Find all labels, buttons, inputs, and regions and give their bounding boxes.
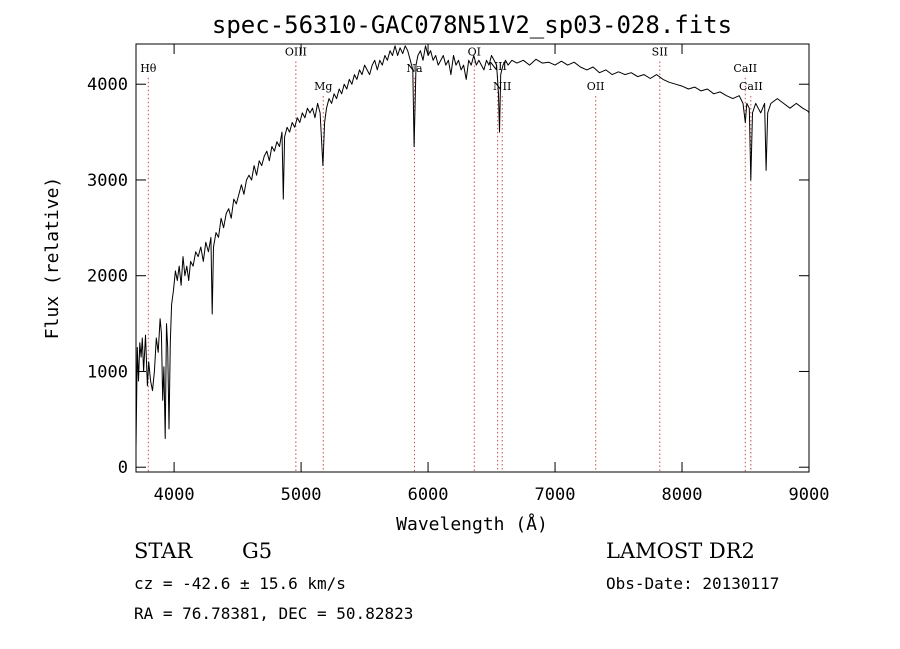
spectral-line-label: Mg [314, 80, 332, 93]
spectral-line-label: Na [406, 62, 423, 75]
obs-date: Obs-Date: 20130117 [606, 574, 780, 593]
x-tick-label: 4000 [154, 485, 195, 505]
survey-name: LAMOST DR2 [606, 539, 755, 563]
spectral-line-label: CaII [733, 62, 757, 75]
y-tick-label: 3000 [87, 171, 128, 191]
x-tick-label: 5000 [281, 485, 322, 505]
redshift-text: cz = -42.6 ± 15.6 km/s [134, 574, 346, 593]
ra-dec-text: RA = 76.78381, DEC = 50.82823 [134, 604, 414, 623]
spectral-lines-layer: Hθ OIII Mg Na OI NII NII OII SII CaII CaII [140, 45, 763, 472]
axis-ticks-layer: 4000 5000 6000 7000 8000 9000 0 1000 2000 3000 400… [87, 44, 829, 505]
spectral-line-label: CaII [739, 80, 763, 93]
chart-title: spec-56310-GAC078N51V2_sp03-028.fits [212, 11, 732, 39]
y-tick-label: 2000 [87, 267, 128, 287]
object-type: STAR [134, 539, 193, 563]
x-tick-label: 9000 [789, 485, 830, 505]
spectrum-series-line [135, 45, 810, 449]
x-tick-label: 7000 [535, 485, 576, 505]
plot-frame [135, 43, 810, 473]
spectral-line-label: OII [587, 80, 605, 93]
x-axis-label: Wavelength (Å) [396, 513, 548, 535]
spectral-line-label: NII [493, 80, 511, 93]
subclass: G5 [242, 539, 273, 563]
spectral-line-label: Hθ [140, 62, 157, 75]
spectral-line-label: NII [488, 60, 506, 73]
series-layer [135, 45, 810, 449]
spectral-line-label: OIII [285, 45, 307, 58]
y-axis-label: Flux (relative) [42, 177, 63, 340]
y-tick-label: 0 [118, 458, 128, 478]
x-tick-label: 8000 [662, 485, 703, 505]
y-tick-label: 1000 [87, 362, 128, 382]
spectral-line-label: SII [652, 45, 668, 58]
x-tick-label: 6000 [408, 485, 449, 505]
y-tick-label: 4000 [87, 75, 128, 95]
spectral-line-label: OI [468, 45, 481, 58]
